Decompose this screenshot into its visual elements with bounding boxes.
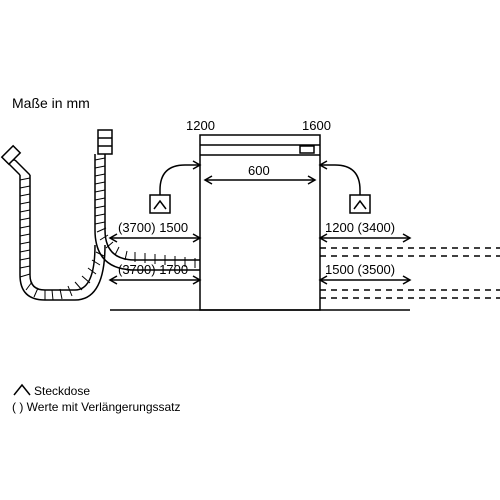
dim-left-2-label: (3700) 1700 bbox=[118, 262, 188, 277]
title-label: Maße in mm bbox=[12, 95, 90, 111]
dim-600: 600 bbox=[248, 163, 270, 178]
appliance-body bbox=[200, 135, 320, 310]
left-socket bbox=[150, 195, 170, 213]
legend-line2: ( ) Werte mit Verlängerungssatz bbox=[12, 400, 181, 414]
dim-right-2-label: 1500 (3500) bbox=[325, 262, 395, 277]
dim-1600: 1600 bbox=[302, 118, 331, 133]
right-hose-1 bbox=[320, 165, 360, 195]
dim-right-1-label: 1200 (3400) bbox=[325, 220, 395, 235]
legend-line1: Steckdose bbox=[34, 384, 90, 398]
left-hose-1 bbox=[160, 165, 200, 195]
dim-left-1-label: (3700) 1500 bbox=[118, 220, 188, 235]
dim-1200: 1200 bbox=[186, 118, 215, 133]
diagram-svg bbox=[0, 0, 500, 500]
right-socket bbox=[350, 195, 370, 213]
legend-socket-icon bbox=[14, 385, 30, 395]
